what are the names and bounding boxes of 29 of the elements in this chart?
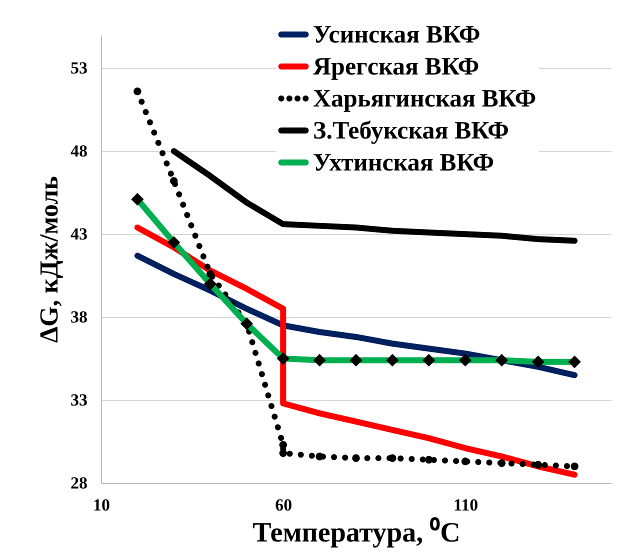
- point: [388, 454, 396, 462]
- y-tick-label: 33: [70, 390, 88, 410]
- point: [279, 449, 288, 457]
- point: [316, 452, 324, 460]
- y-tick-label: 38: [70, 308, 88, 327]
- point: [134, 88, 142, 96]
- point: [534, 460, 542, 469]
- legend-label: Харьягинская ВКФ: [313, 86, 536, 112]
- x-tick-label: 60: [275, 496, 292, 514]
- legend-label: Ухтинская ВКФ: [313, 150, 494, 176]
- y-tick-label: 53: [70, 58, 88, 78]
- y-tick-label: 48: [70, 142, 88, 161]
- point: [498, 459, 506, 467]
- point: [424, 456, 433, 464]
- legend-label: Усинская ВКФ: [313, 22, 480, 48]
- point: [461, 458, 470, 466]
- point: [170, 177, 178, 185]
- y-tick-label: 43: [70, 224, 88, 244]
- x-tick-label: 110: [454, 496, 478, 514]
- point: [352, 454, 360, 462]
- point: [570, 462, 578, 470]
- point: [279, 440, 288, 449]
- y-tick-label: 28: [70, 474, 88, 492]
- legend-label: Ярегская ВКФ: [313, 54, 480, 80]
- x-tick-label: 10: [93, 496, 110, 514]
- legend-label: З.Тебукская ВКФ: [313, 118, 509, 144]
- y-axis-title: ΔG, кДж/моль: [34, 176, 64, 343]
- point: [206, 270, 214, 278]
- x-axis-title: Температура, ⁰C: [252, 516, 460, 548]
